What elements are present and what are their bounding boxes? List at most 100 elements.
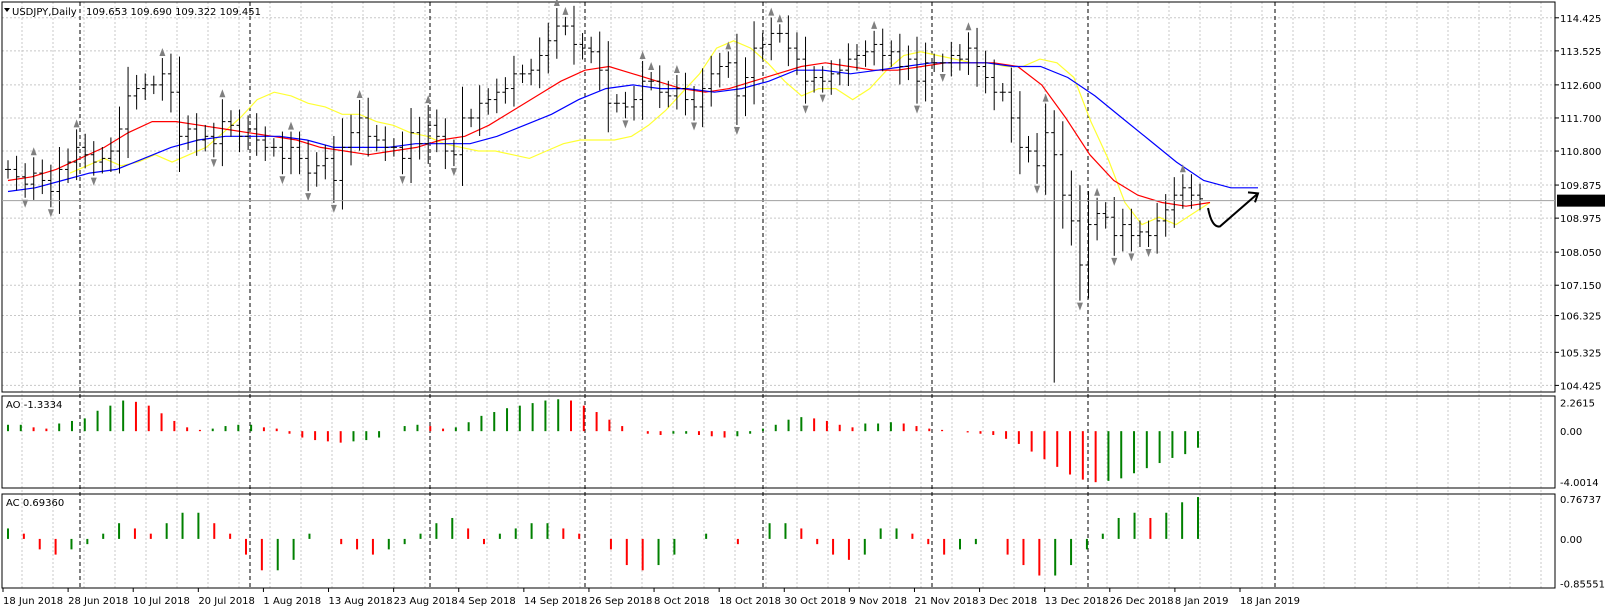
fractal-down-icon xyxy=(279,176,286,185)
x-tick-label: 13 Aug 2018 xyxy=(329,596,393,607)
ao-tick-label: 2.2615 xyxy=(1560,398,1595,409)
moving-averages xyxy=(7,40,1258,226)
x-tick-label: 26 Dec 2018 xyxy=(1110,596,1174,607)
x-tick-label: 18 Oct 2018 xyxy=(719,596,781,607)
fractal-down-icon xyxy=(1111,257,1118,266)
fractal-down-icon xyxy=(1145,248,1152,257)
fractal-up-icon xyxy=(1094,187,1101,196)
x-tick-label: 13 Dec 2018 xyxy=(1045,596,1109,607)
ma_slow-line xyxy=(7,62,1258,193)
fractal-up-icon xyxy=(871,20,878,29)
fractal-up-icon xyxy=(965,22,972,31)
fractal-down-icon xyxy=(939,74,946,83)
fractal-down-icon xyxy=(819,94,826,103)
price-pane-border xyxy=(1,1,1556,393)
fractal-down-icon xyxy=(622,120,629,129)
x-tick-label: 30 Oct 2018 xyxy=(784,596,846,607)
fractal-down-icon xyxy=(1034,185,1041,194)
fractal-up-icon xyxy=(30,147,37,156)
fractal-down-icon xyxy=(733,126,740,135)
ohlc-readout: 109.653 109.690 109.322 109.451 xyxy=(86,7,261,18)
fractal-up-icon xyxy=(1042,93,1049,102)
fractal-up-icon xyxy=(725,41,732,50)
y-tick-label: 108.975 xyxy=(1560,214,1601,225)
y-tick-label: 106.325 xyxy=(1560,312,1601,323)
x-tick-label: 20 Jul 2018 xyxy=(198,596,255,607)
ao-histogram xyxy=(7,399,1199,483)
ac-label: AC 0.69360 xyxy=(6,498,64,509)
current-price-box xyxy=(1557,194,1605,207)
dropdown-triangle-icon[interactable] xyxy=(4,8,10,12)
fractal-up-icon xyxy=(673,64,680,73)
ao-tick-label: 0.00 xyxy=(1560,427,1582,438)
price-axis: 114.425 113.525 112.600 111.700 110.800 109.8… xyxy=(1555,14,1605,591)
fractal-up-icon xyxy=(639,50,646,59)
fractal-down-icon xyxy=(47,209,54,218)
y-tick-label: 107.150 xyxy=(1560,281,1601,292)
hand-drawn-arrow-icon[interactable] xyxy=(1207,192,1259,228)
fractal-down-icon xyxy=(1076,302,1083,311)
grid xyxy=(2,2,1555,588)
ma_mid-line xyxy=(7,62,1211,207)
y-tick-label: 114.425 xyxy=(1560,14,1601,25)
fractal-down-icon xyxy=(90,177,97,186)
current-price-tag: 109.451 xyxy=(1557,194,1605,208)
fractal-down-icon xyxy=(305,193,312,202)
x-tick-label: 1 Aug 2018 xyxy=(263,596,321,607)
x-tick-label: 21 Nov 2018 xyxy=(914,596,978,607)
fractals xyxy=(22,0,1186,311)
arrow-head-icon xyxy=(1247,191,1260,203)
x-tick-label: 23 Aug 2018 xyxy=(394,596,458,607)
y-tick-label: 111.700 xyxy=(1560,114,1601,125)
price-bars xyxy=(5,5,1203,383)
fractal-down-icon xyxy=(691,122,698,131)
fractal-up-icon xyxy=(553,0,560,7)
ac-pane[interactable]: AC 0.69360 xyxy=(1,493,1556,589)
fractal-up-icon xyxy=(73,119,80,128)
y-tick-label: 108.050 xyxy=(1560,248,1601,259)
fractal-down-icon xyxy=(1128,253,1135,262)
y-tick-label: 113.525 xyxy=(1560,47,1601,58)
ac-histogram xyxy=(7,497,1199,576)
time-axis: 18 Jun 2018 28 Jun 2018 10 Jul 2018 20 Jul … xyxy=(2,588,1300,607)
fractal-up-icon xyxy=(648,62,655,71)
y-tick-label: 112.600 xyxy=(1560,81,1601,92)
symbol-label: USDJPY,Daily xyxy=(12,7,77,18)
fractal-up-icon xyxy=(425,95,432,104)
x-tick-label: 9 Nov 2018 xyxy=(849,596,907,607)
x-tick-label: 26 Sep 2018 xyxy=(589,596,652,607)
fractal-down-icon xyxy=(399,176,406,185)
fractal-up-icon xyxy=(1179,164,1186,173)
ac-pane-border xyxy=(1,493,1556,589)
fractal-up-icon xyxy=(562,6,569,15)
price-pane[interactable]: USDJPY,Daily 109.653 109.690 109.322 109… xyxy=(1,0,1556,393)
y-tick-label: 110.800 xyxy=(1560,147,1601,158)
x-tick-label: 18 Jan 2019 xyxy=(1240,596,1300,607)
y-tick-label: 109.875 xyxy=(1560,181,1601,192)
x-tick-label: 28 Jun 2018 xyxy=(68,596,128,607)
fractal-down-icon xyxy=(450,168,457,177)
fractal-up-icon xyxy=(159,48,166,57)
fractal-down-icon xyxy=(210,159,217,168)
x-tick-label: 10 Jul 2018 xyxy=(133,596,190,607)
ac-tick-label: 0.00 xyxy=(1560,535,1582,546)
ac-tick-label: -0.85551 xyxy=(1560,580,1605,591)
fractal-up-icon xyxy=(776,14,783,23)
ao-pane[interactable]: AO -1.3334 xyxy=(1,395,1556,489)
fractal-down-icon xyxy=(330,204,337,213)
fractal-up-icon xyxy=(287,121,294,130)
current-price-label: 109.451 xyxy=(1560,197,1601,208)
x-tick-label: 8 Oct 2018 xyxy=(654,596,709,607)
ac-tick-label: 0.76737 xyxy=(1560,495,1601,506)
fractal-up-icon xyxy=(356,89,363,98)
fractal-down-icon xyxy=(914,105,921,114)
fractal-up-icon xyxy=(768,7,775,16)
x-tick-label: 14 Sep 2018 xyxy=(524,596,587,607)
fractal-down-icon xyxy=(802,105,809,114)
x-tick-label: 18 Jun 2018 xyxy=(3,596,63,607)
y-tick-label: 104.425 xyxy=(1560,381,1601,392)
ao-label: AO -1.3334 xyxy=(6,400,62,411)
x-tick-label: 4 Sep 2018 xyxy=(459,596,516,607)
